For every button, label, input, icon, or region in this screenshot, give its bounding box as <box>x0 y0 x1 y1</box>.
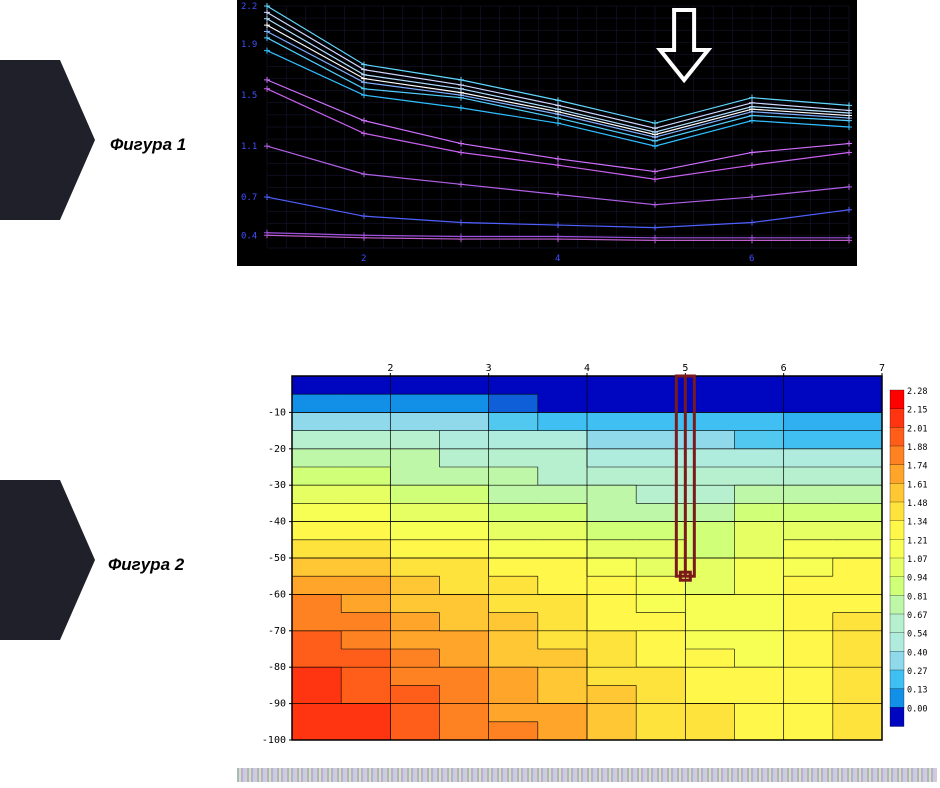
svg-text:1.5: 1.5 <box>241 91 257 101</box>
svg-text:0.27: 0.27 <box>907 667 927 677</box>
svg-text:-70: -70 <box>268 626 286 637</box>
svg-text:5: 5 <box>682 363 688 374</box>
svg-text:0.40: 0.40 <box>907 648 927 658</box>
svg-text:-100: -100 <box>262 735 286 746</box>
svg-text:0.81: 0.81 <box>907 592 927 602</box>
svg-text:-30: -30 <box>268 480 286 491</box>
svg-text:1.07: 1.07 <box>907 555 927 565</box>
svg-text:0.13: 0.13 <box>907 686 927 696</box>
svg-text:4: 4 <box>555 254 560 264</box>
svg-text:2.15: 2.15 <box>907 406 927 416</box>
chart1-line-plot: 0.4 0.7 1.1 1.5 1.9 2.2 2 4 6 <box>237 0 857 266</box>
svg-text:-80: -80 <box>268 662 286 673</box>
svg-text:2: 2 <box>387 363 393 374</box>
svg-text:1.21: 1.21 <box>907 536 927 546</box>
svg-text:1.1: 1.1 <box>241 142 257 152</box>
decorative-noise-strip <box>237 768 937 782</box>
svg-text:-10: -10 <box>268 407 286 418</box>
svg-text:3: 3 <box>486 363 492 374</box>
svg-text:0.7: 0.7 <box>241 193 257 203</box>
figure2-label: Фигура 2 <box>108 555 184 575</box>
svg-text:0.4: 0.4 <box>241 231 257 241</box>
svg-text:6: 6 <box>781 363 787 374</box>
pentagon-marker-1 <box>0 60 60 220</box>
svg-text:4: 4 <box>584 363 590 374</box>
svg-text:0.00: 0.00 <box>907 704 927 714</box>
svg-text:6: 6 <box>749 254 754 264</box>
svg-text:2: 2 <box>361 254 366 264</box>
svg-text:1.74: 1.74 <box>907 462 927 472</box>
svg-text:1.61: 1.61 <box>907 480 927 490</box>
chart2-contour-heatmap: 2 3 4 5 6 7 -10 -20 -30 -40 -50 -60 -70 -80 -90 -100 2.2… <box>237 358 937 746</box>
svg-text:2.2: 2.2 <box>241 2 257 12</box>
svg-text:1.34: 1.34 <box>907 518 927 528</box>
svg-text:-60: -60 <box>268 589 286 600</box>
svg-text:2.28: 2.28 <box>907 387 927 397</box>
svg-text:1.48: 1.48 <box>907 499 927 509</box>
svg-text:-90: -90 <box>268 699 286 710</box>
svg-text:7: 7 <box>879 363 885 374</box>
svg-text:1.9: 1.9 <box>241 40 257 50</box>
svg-text:-40: -40 <box>268 517 286 528</box>
svg-text:0.67: 0.67 <box>907 611 927 621</box>
svg-text:-20: -20 <box>268 444 286 455</box>
svg-text:0.94: 0.94 <box>907 574 927 584</box>
svg-text:-50: -50 <box>268 553 286 564</box>
figure1-label: Фигура 1 <box>110 135 186 155</box>
pentagon-marker-2 <box>0 480 60 640</box>
svg-text:0.54: 0.54 <box>907 630 927 640</box>
svg-text:1.88: 1.88 <box>907 443 927 453</box>
svg-text:2.01: 2.01 <box>907 424 927 434</box>
